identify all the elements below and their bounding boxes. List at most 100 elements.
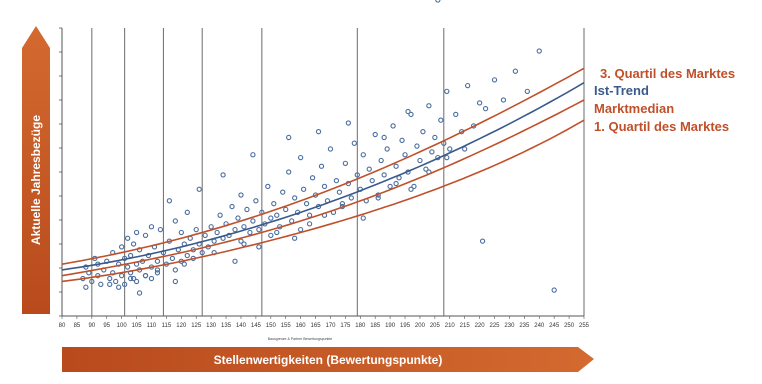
- scatter-point: [393, 180, 399, 187]
- scatter-point: [292, 235, 298, 241]
- scatter-point: [309, 175, 316, 181]
- scatter-point: [303, 201, 310, 207]
- x-tick-label: 185: [370, 323, 381, 329]
- scatter-point: [148, 224, 155, 230]
- scatter-point: [300, 186, 307, 192]
- scatter-point: [333, 177, 340, 184]
- scatter-point: [107, 281, 113, 287]
- x-tick-label: 195: [400, 323, 411, 329]
- scatter-point: [369, 177, 375, 184]
- scatter-point: [208, 224, 214, 230]
- scatter-point: [336, 189, 343, 195]
- scatter-point: [119, 244, 125, 250]
- scatter-point: [133, 278, 140, 285]
- trend-curves: [61, 67, 585, 283]
- x-tick-label: 180: [355, 323, 366, 329]
- scatter-point: [306, 221, 313, 227]
- x-axis-arrow: Stellenwertigkeiten (Bewertungspunkte): [62, 347, 594, 372]
- scatter-point: [178, 229, 184, 236]
- scatter-point: [172, 278, 178, 285]
- scatter-point: [148, 275, 155, 282]
- scatter-point: [465, 82, 471, 89]
- scatter-point: [453, 111, 459, 118]
- scatter-point: [411, 183, 417, 190]
- y-axis-label: Aktuelle Jahresbezüge: [29, 115, 43, 245]
- scatter-point: [360, 215, 366, 221]
- scatter-point: [479, 238, 486, 244]
- scatter-point: [157, 226, 164, 233]
- legend-entry-marktmedian: Marktmedian: [594, 101, 675, 116]
- scatter-point: [536, 48, 542, 54]
- scatter-point: [444, 88, 450, 95]
- scatter-point: [232, 258, 238, 264]
- x-tick-label: 110: [147, 323, 157, 329]
- scatter-point: [512, 68, 519, 74]
- scatter-point: [133, 229, 140, 236]
- scatter-point: [166, 198, 173, 204]
- scatter-point: [98, 281, 104, 287]
- scatter-point: [286, 134, 292, 141]
- scatter-point: [417, 157, 423, 164]
- scatter-point: [274, 229, 280, 236]
- x-tick-label: 135: [221, 323, 232, 329]
- scatter-point: [482, 105, 489, 112]
- scatter-point: [154, 258, 161, 264]
- scatter-point: [462, 146, 468, 152]
- scatter-point: [271, 201, 277, 207]
- x-axis-label: Stellenwertigkeiten (Bewertungspunkte): [214, 353, 443, 367]
- x-tick-label: 255: [579, 323, 590, 329]
- scatter-point: [274, 212, 280, 218]
- x-tick-label: 210: [445, 323, 456, 329]
- scatter-point: [318, 163, 325, 169]
- scatter-point: [384, 146, 390, 152]
- x-tick-label: 240: [534, 323, 545, 329]
- scatter-point: [551, 287, 557, 293]
- scatter-point: [268, 215, 274, 221]
- scatter-point: [202, 232, 208, 239]
- scatter-point: [280, 189, 286, 195]
- scatter-point: [184, 252, 190, 259]
- scatter-point: [244, 206, 250, 213]
- scatter-point: [345, 120, 352, 126]
- x-tick-label: 90: [88, 323, 95, 329]
- x-tick-label: 125: [191, 323, 202, 329]
- legend-entry-ist-trend: Ist-Trend: [594, 83, 649, 98]
- scatter-point: [232, 226, 238, 233]
- scatter-point: [283, 206, 289, 213]
- x-tick-label: 120: [176, 323, 187, 329]
- scatter-point: [154, 267, 161, 273]
- scatter-point: [235, 215, 241, 221]
- scatter-point: [238, 238, 244, 244]
- x-tick-label: 170: [325, 323, 336, 329]
- scatter-point: [199, 249, 205, 256]
- x-tick-label: 80: [59, 323, 66, 329]
- x-tick-label: 220: [475, 323, 486, 329]
- curve-4: [61, 119, 585, 283]
- x-tick-label: 215: [460, 323, 471, 329]
- x-tick-label: 245: [549, 323, 560, 329]
- x-tick-label: 155: [281, 323, 292, 329]
- scatter-point: [220, 172, 226, 178]
- scatter-point: [297, 226, 304, 233]
- scatter-point: [107, 275, 113, 282]
- scatter-point: [387, 183, 393, 190]
- scatter-point: [130, 241, 137, 247]
- scatter-point: [351, 140, 357, 146]
- scatter-point: [250, 218, 256, 224]
- x-tick-label: 85: [74, 323, 81, 329]
- scatter-point: [426, 103, 432, 109]
- scatter-point: [172, 267, 178, 273]
- scatter-point: [124, 235, 131, 241]
- scatter-point: [438, 117, 444, 123]
- scatter-point: [292, 195, 298, 201]
- scatter-point: [241, 224, 247, 230]
- x-tick-label: 140: [236, 323, 247, 329]
- scatter-point: [83, 284, 89, 290]
- scatter-point: [113, 278, 119, 285]
- scatter-point: [256, 244, 262, 250]
- scatter-point: [250, 152, 256, 158]
- scatter-point: [390, 123, 396, 129]
- scatter-point: [414, 143, 420, 149]
- scatter-point: [342, 160, 349, 167]
